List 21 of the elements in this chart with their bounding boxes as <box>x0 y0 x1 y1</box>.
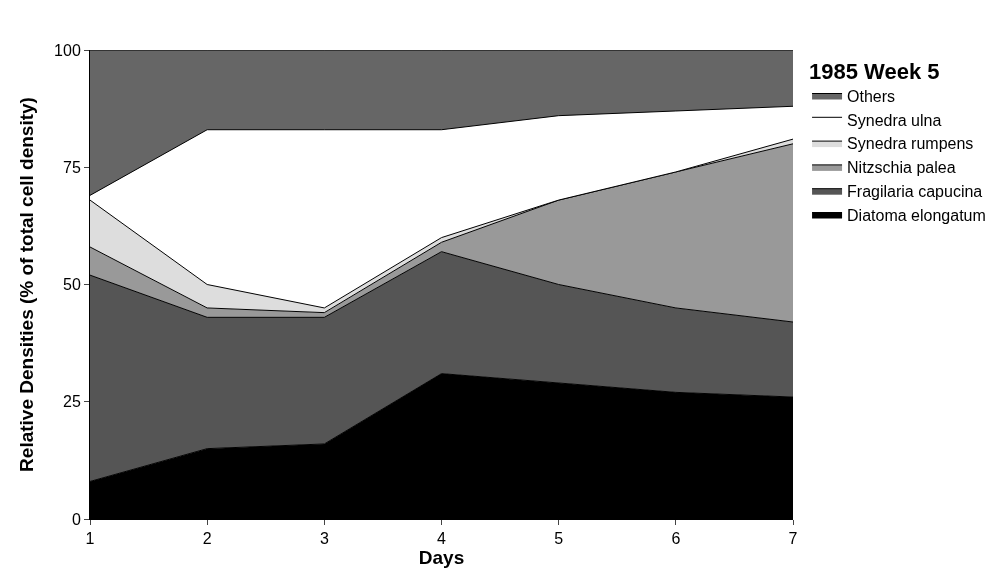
y-tick-label: 0 <box>71 510 81 528</box>
legend-label: Fragilaria capucina <box>847 182 983 200</box>
x-tick-label: 6 <box>671 530 681 548</box>
x-tick-label: 4 <box>437 530 447 548</box>
x-tick-label: 2 <box>202 530 212 548</box>
x-tick-label: 7 <box>788 530 798 548</box>
x-tick-label: 5 <box>554 530 564 548</box>
x-axis-title: Days <box>418 547 465 569</box>
legend-label: Others <box>847 87 896 105</box>
legend-label: Synedra ulna <box>847 111 942 129</box>
y-tick-label: 50 <box>63 276 81 294</box>
legend-label: Nitzschia palea <box>847 159 956 177</box>
x-tick-label: 1 <box>85 530 95 548</box>
legend-label: Synedra rumpens <box>847 135 974 153</box>
y-tick-label: 75 <box>63 158 81 176</box>
x-tick-label: 3 <box>319 530 329 548</box>
y-tick-label: 25 <box>63 393 81 411</box>
legend-label: Diatoma elongatum <box>847 206 986 224</box>
y-tick-label: 100 <box>54 41 81 59</box>
legend-title: 1985 Week 5 <box>809 58 940 84</box>
y-axis-title: Relative Densities (% of total cell density) <box>15 97 37 472</box>
